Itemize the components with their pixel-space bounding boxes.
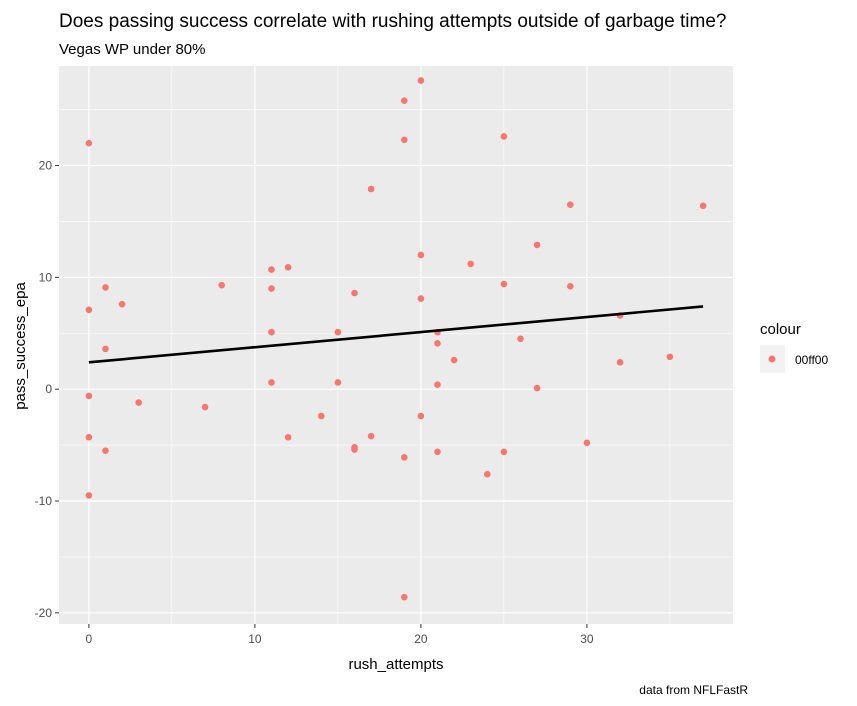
data-point	[401, 593, 408, 601]
data-point	[218, 281, 225, 289]
data-point	[401, 97, 408, 104]
chart-title: Does passing success correlate with rush…	[59, 11, 726, 32]
y-axis-title: pass_success_epa	[12, 282, 29, 410]
data-point	[434, 340, 441, 347]
data-point	[517, 335, 524, 343]
data-point	[201, 403, 209, 411]
y-axis-ticks: -20 -10 0 10 20	[35, 159, 59, 620]
legend-title: colour	[760, 321, 801, 338]
data-point	[500, 448, 508, 456]
data-point	[334, 379, 342, 386]
data-point	[434, 448, 441, 456]
data-point	[85, 306, 93, 314]
plot-panel	[59, 66, 733, 624]
data-point	[467, 260, 475, 268]
y-tick-label: 0	[45, 382, 52, 396]
data-point	[450, 356, 458, 364]
data-point	[500, 133, 508, 140]
data-point	[268, 266, 275, 273]
data-point	[351, 446, 358, 453]
x-axis-ticks: 0 10 20 30	[86, 624, 594, 646]
data-point	[401, 454, 408, 461]
trend-line	[88, 305, 704, 364]
data-point	[533, 384, 541, 392]
data-point	[417, 295, 425, 302]
legend-label: 00ff00	[795, 353, 828, 367]
chart-caption: data from NFLFastR	[639, 683, 748, 697]
data-point	[367, 432, 375, 440]
data-point	[401, 136, 408, 144]
legend-key-dot	[768, 355, 776, 363]
x-tick-label: 30	[580, 632, 594, 646]
y-tick-label: -10	[35, 494, 53, 508]
minor-gridlines	[59, 66, 733, 624]
x-tick-label: 20	[414, 632, 428, 646]
data-point	[85, 392, 93, 400]
x-tick-label: 0	[86, 632, 93, 646]
y-tick-label: 20	[39, 159, 53, 173]
data-point	[268, 328, 275, 336]
data-point	[417, 77, 425, 84]
data-point	[351, 289, 358, 297]
data-point	[500, 280, 508, 288]
x-axis-title: rush_attempts	[348, 656, 443, 673]
data-point	[583, 439, 591, 447]
data-point	[102, 284, 109, 291]
data-point	[699, 202, 707, 210]
data-point	[616, 359, 624, 366]
data-point	[268, 285, 275, 292]
data-point	[118, 300, 126, 308]
data-point	[666, 353, 674, 361]
data-point	[567, 282, 574, 290]
data-point	[268, 379, 275, 386]
y-tick-label: -20	[35, 606, 53, 620]
chart-subtitle: Vegas WP under 80%	[59, 41, 205, 58]
data-point	[284, 433, 292, 441]
data-point	[533, 241, 541, 249]
data-point	[417, 412, 425, 420]
data-point	[85, 139, 93, 147]
data-point	[85, 433, 93, 441]
data-point	[334, 328, 342, 336]
data-point	[85, 492, 93, 499]
legend: colour 00ff00	[760, 321, 828, 373]
data-point	[102, 345, 109, 353]
data-point	[135, 399, 142, 406]
data-point	[417, 251, 425, 259]
data-point	[484, 470, 491, 478]
data-point	[367, 185, 375, 193]
data-point	[102, 447, 109, 454]
data-point	[434, 381, 441, 388]
data-points	[85, 77, 707, 601]
data-point	[567, 201, 574, 208]
data-point	[284, 263, 292, 271]
y-tick-label: 10	[39, 270, 53, 284]
data-point	[317, 412, 325, 420]
major-gridlines	[59, 66, 733, 624]
x-tick-label: 10	[248, 632, 262, 646]
